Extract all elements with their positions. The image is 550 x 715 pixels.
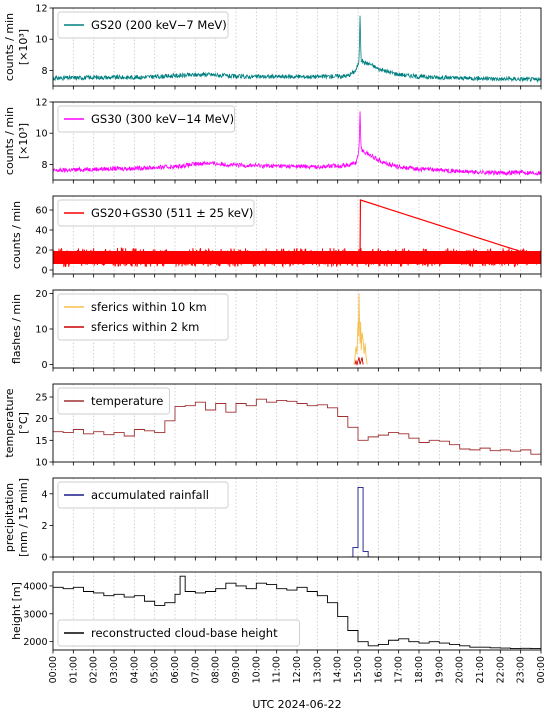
x-tick-label: 10:00 xyxy=(251,656,262,683)
panel-4: 0 10 20 flashes / min sferics within 10 km sf… xyxy=(10,289,542,372)
y-tick-label: 10 xyxy=(35,129,47,140)
y-tick-label: 2 xyxy=(41,521,47,532)
x-tick-label: 02:00 xyxy=(89,656,100,683)
panel-6: 0 2 4 precipitation [mm / 15 min] accumulated… xyxy=(3,477,542,564)
y-axis-label: counts / min xyxy=(3,107,16,175)
x-tick-label: 20:00 xyxy=(455,656,466,683)
y-tick-label: 15 xyxy=(35,436,47,447)
series-5-1-line xyxy=(53,398,541,455)
series-7-1-line xyxy=(53,575,541,650)
x-tick-label: 05:00 xyxy=(150,656,161,683)
y-tick-label: 4000 xyxy=(23,581,47,592)
legend xyxy=(57,11,229,39)
legend-label: sferics within 2 km xyxy=(91,320,199,334)
x-tick-label: 00:00 xyxy=(536,656,547,683)
y-tick-label: 10 xyxy=(35,458,47,469)
x-tick-label: 15:00 xyxy=(353,656,364,683)
series-3-1-spike xyxy=(53,199,541,259)
series-2-1-line xyxy=(53,111,541,177)
x-tick-label: 14:00 xyxy=(333,656,344,683)
y-axis-label: height [m] xyxy=(10,582,23,640)
x-tick-label: 16:00 xyxy=(373,656,384,683)
x-tick-label: 18:00 xyxy=(414,656,425,683)
series-3-1-band xyxy=(53,246,541,268)
legend xyxy=(57,387,170,415)
y-tick-label: 60 xyxy=(35,206,47,217)
legend-label: accumulated rainfall xyxy=(91,488,209,502)
y-tick-label: 20 xyxy=(35,414,47,425)
series-4-1-line xyxy=(353,293,368,365)
y-axis-label: temperature xyxy=(3,388,16,457)
x-tick-label: 06:00 xyxy=(170,656,181,683)
legend-label: GS20+GS30 (511 ± 25 keV) xyxy=(91,206,253,220)
y-tick-label: 8 xyxy=(41,160,47,171)
series-6-1-line xyxy=(347,487,374,557)
y-tick-label: 0 xyxy=(41,553,47,564)
y-axis-label: counts / min xyxy=(3,13,16,81)
y-tick-label: 0 xyxy=(41,266,47,277)
y-axis-label: counts / min xyxy=(10,201,23,269)
legend xyxy=(57,105,235,133)
y-tick-label: 10 xyxy=(35,325,47,336)
x-tick-label: 04:00 xyxy=(129,656,140,683)
x-tick-label: 19:00 xyxy=(434,656,445,683)
x-tick-label: 09:00 xyxy=(231,656,242,683)
x-tick-label: 12:00 xyxy=(292,656,303,683)
y-tick-label: 3000 xyxy=(23,609,47,620)
y-tick-label: 20 xyxy=(35,246,47,257)
legend-label: GS20 (200 keV−7 MeV) xyxy=(91,18,227,32)
y-axis-label: [°C] xyxy=(17,412,30,434)
panel-1: 8 10 12 counts / min [×10³] GS20 (200 keV−7 M… xyxy=(3,4,542,90)
legend xyxy=(57,293,229,341)
y-tick-label: 0 xyxy=(41,360,47,371)
x-tick-label: 07:00 xyxy=(190,656,201,683)
y-axis-label: [×10³] xyxy=(17,123,30,159)
y-tick-label: 40 xyxy=(35,226,47,237)
x-tick-label: 01:00 xyxy=(68,656,79,683)
x-axis-label: UTC 2024-06-22 xyxy=(252,698,341,711)
legend-label: temperature xyxy=(91,394,163,408)
legend-label: reconstructed cloud-base height xyxy=(91,626,278,640)
y-tick-label: 12 xyxy=(35,4,47,15)
x-tick-label: 21:00 xyxy=(475,656,486,683)
y-axis-label: flashes / min xyxy=(10,294,23,364)
series-4-2-line xyxy=(354,357,364,367)
x-tick-label: 23:00 xyxy=(516,656,527,683)
y-tick-label: 4 xyxy=(41,489,47,500)
x-tick-label: 08:00 xyxy=(211,656,222,683)
y-tick-label: 20 xyxy=(35,289,47,300)
x-tick-label: 03:00 xyxy=(109,656,120,683)
panel-2: 8 10 12 counts / min [×10³] GS30 (300 keV−14 … xyxy=(3,98,542,184)
y-tick-label: 2000 xyxy=(23,637,47,648)
x-tick-label: 00:00 xyxy=(48,656,59,683)
legend-label: sferics within 10 km xyxy=(91,300,207,314)
legend xyxy=(57,199,255,227)
x-tick-label: 17:00 xyxy=(394,656,405,683)
x-tick-label: 13:00 xyxy=(312,656,323,683)
legend xyxy=(57,481,229,509)
legend xyxy=(57,619,300,647)
legend-label: GS30 (300 keV−14 MeV) xyxy=(91,112,234,126)
x-tick-label: 11:00 xyxy=(272,656,283,683)
y-tick-label: 8 xyxy=(41,66,47,77)
y-tick-label: 10 xyxy=(35,35,47,46)
x-tick-label: 22:00 xyxy=(495,656,506,683)
panel-3: 0 20 40 60 counts / min GS20+GS30 (511 ± 25 k… xyxy=(10,195,542,278)
y-axis-label: [mm / 15 min] xyxy=(17,478,30,557)
y-tick-label: 25 xyxy=(35,393,47,404)
y-axis-label: [×10³] xyxy=(17,29,30,65)
series-1-1-line xyxy=(53,15,541,84)
y-axis-label: precipitation xyxy=(3,483,16,552)
y-tick-label: 12 xyxy=(35,98,47,109)
